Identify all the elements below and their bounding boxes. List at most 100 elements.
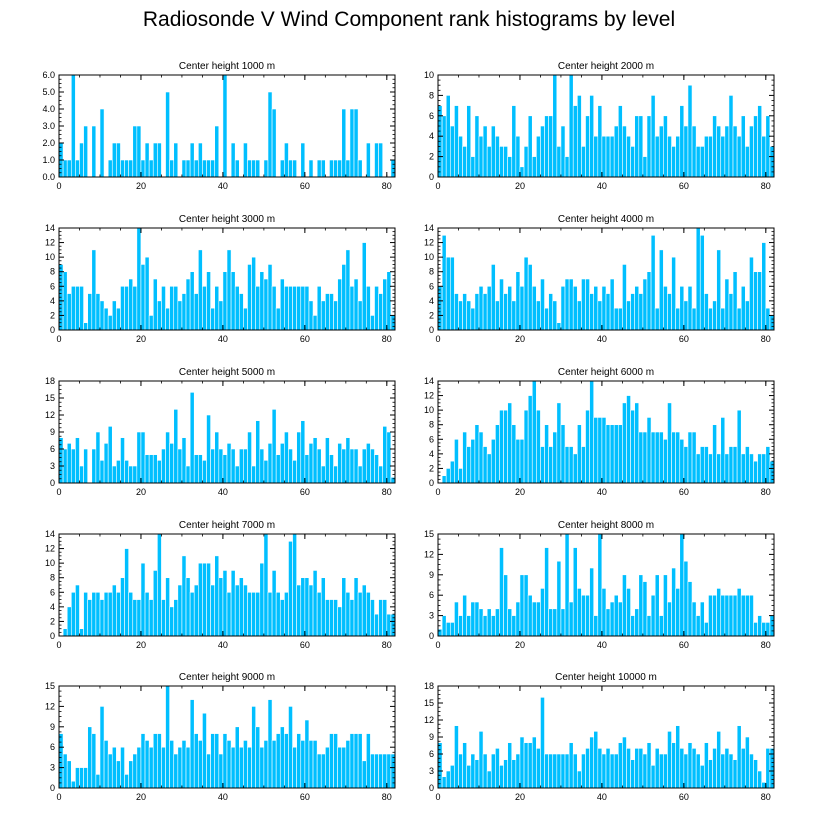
histogram-bar — [300, 577, 306, 637]
histogram-bar — [503, 293, 508, 331]
histogram-bar — [454, 293, 459, 331]
histogram-bar — [560, 753, 566, 789]
histogram-bar — [650, 431, 656, 484]
histogram-bar — [333, 300, 338, 331]
histogram-bar — [132, 599, 138, 637]
histogram-bar — [695, 146, 701, 178]
histogram-bar — [75, 584, 80, 637]
histogram-bar — [120, 437, 125, 484]
histogram-bar — [581, 594, 586, 637]
histogram-bar — [536, 409, 541, 484]
histogram-bar — [275, 307, 281, 331]
histogram-bar — [495, 300, 500, 331]
histogram-bar — [638, 115, 644, 178]
histogram-bar — [251, 706, 256, 789]
histogram-bar — [548, 753, 554, 789]
histogram-bar — [589, 380, 595, 484]
histogram-bar — [222, 570, 228, 637]
histogram-bar — [675, 588, 681, 637]
histogram-bar — [366, 443, 371, 484]
y-tick-label: 0 — [50, 631, 55, 641]
histogram-bar — [728, 594, 734, 637]
histogram-bar — [259, 448, 265, 484]
x-tick-label: 40 — [218, 487, 228, 497]
histogram-bar — [267, 91, 273, 178]
histogram-bar — [333, 159, 338, 178]
histogram-bar — [111, 300, 117, 331]
histogram-bar — [345, 740, 351, 789]
y-tick-label: 12 — [424, 715, 434, 725]
histogram-bar — [449, 622, 455, 637]
histogram-bar — [279, 599, 285, 637]
histogram-bar — [320, 465, 326, 484]
histogram-bar — [243, 448, 248, 484]
histogram-bar — [638, 574, 644, 637]
histogram-bar — [263, 278, 269, 331]
histogram-bar — [638, 431, 644, 484]
histogram-bar — [132, 753, 138, 789]
histogram-bar — [128, 591, 134, 637]
histogram-bar — [316, 448, 322, 484]
histogram-bar — [523, 256, 529, 331]
histogram-bar — [445, 468, 451, 484]
histogram-bar — [95, 431, 101, 484]
histogram-bar — [568, 601, 574, 637]
histogram-bar — [341, 264, 347, 331]
histogram-bar — [341, 108, 347, 178]
histogram-bar — [144, 740, 150, 789]
histogram-bar — [304, 285, 310, 331]
histogram-bar — [675, 431, 681, 484]
histogram-bar — [181, 437, 187, 484]
histogram-bar — [177, 746, 183, 789]
histogram-bar — [95, 774, 101, 789]
histogram-panel: Center height 5000 m 0 20 40 60 80 0 3 6 9 12 15 18 — [45, 367, 396, 497]
histogram-bar — [337, 606, 343, 637]
panel-title: Center height 8000 m — [558, 520, 654, 531]
histogram-bar — [687, 742, 693, 789]
histogram-bar — [353, 733, 359, 789]
histogram-bar — [193, 584, 199, 637]
histogram-bar — [577, 424, 582, 484]
histogram-bar — [552, 300, 558, 331]
y-tick-label: 6 — [429, 434, 434, 444]
x-tick-label: 0 — [435, 334, 440, 344]
histogram-bar — [144, 454, 150, 484]
y-tick-label: 4 — [50, 602, 55, 612]
histogram-bar — [564, 533, 570, 637]
histogram-bar — [181, 740, 187, 789]
histogram-bar — [271, 570, 277, 637]
y-tick-label: 2 — [429, 152, 434, 162]
histogram-bar — [593, 417, 599, 484]
y-tick-label: 8 — [50, 573, 55, 583]
histogram-bar — [490, 125, 496, 178]
x-tick-label: 20 — [136, 640, 146, 650]
y-tick-label: 12 — [424, 549, 434, 559]
y-tick-label: 14 — [45, 529, 55, 539]
histogram-bar — [630, 759, 635, 789]
histogram-bar — [515, 438, 521, 484]
histogram-bar — [589, 95, 595, 178]
y-tick-label: 0 — [429, 172, 434, 182]
histogram-bar — [345, 437, 351, 484]
x-tick-label: 60 — [679, 334, 689, 344]
histogram-bar — [634, 115, 640, 178]
histogram-bar — [454, 438, 459, 484]
y-tick-label: 0 — [50, 783, 55, 793]
histogram-bar — [531, 601, 537, 637]
histogram-bar — [699, 601, 705, 637]
histogram-bar — [247, 159, 252, 178]
y-tick-label: 15 — [45, 393, 55, 403]
histogram-bar — [251, 159, 256, 178]
histogram-bar — [556, 753, 562, 789]
y-tick-label: 0 — [429, 783, 434, 793]
histogram-bar — [544, 115, 549, 178]
histogram-bar — [136, 746, 142, 789]
histogram-bar — [206, 562, 211, 637]
histogram-bar — [75, 159, 80, 178]
histogram-bar — [173, 285, 179, 331]
histogram-bar — [757, 615, 763, 637]
y-tick-label: 4.0 — [42, 104, 55, 114]
histogram-panel: Center height 9000 m 0 20 40 60 80 0 3 6 9 12 15 — [45, 672, 396, 802]
histogram-bar — [185, 159, 191, 178]
histogram-bar — [658, 125, 664, 178]
